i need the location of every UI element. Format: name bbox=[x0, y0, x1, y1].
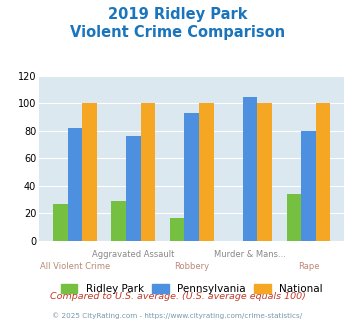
Bar bbox=[286, 194, 301, 241]
Bar bbox=[67, 128, 82, 241]
Text: All Violent Crime: All Violent Crime bbox=[40, 262, 110, 271]
Bar bbox=[82, 103, 97, 241]
Legend: Ridley Park, Pennsylvania, National: Ridley Park, Pennsylvania, National bbox=[56, 280, 327, 298]
Text: Compared to U.S. average. (U.S. average equals 100): Compared to U.S. average. (U.S. average … bbox=[50, 292, 305, 301]
Bar bbox=[199, 103, 214, 241]
Bar bbox=[184, 113, 199, 241]
Bar bbox=[170, 217, 184, 241]
Text: Rape: Rape bbox=[298, 262, 319, 271]
Text: 2019 Ridley Park
Violent Crime Comparison: 2019 Ridley Park Violent Crime Compariso… bbox=[70, 7, 285, 40]
Text: Robbery: Robbery bbox=[174, 262, 209, 271]
Bar bbox=[126, 136, 141, 241]
Bar bbox=[141, 103, 155, 241]
Bar bbox=[316, 103, 331, 241]
Bar bbox=[111, 201, 126, 241]
Bar bbox=[301, 131, 316, 241]
Text: © 2025 CityRating.com - https://www.cityrating.com/crime-statistics/: © 2025 CityRating.com - https://www.city… bbox=[53, 312, 302, 318]
Text: Aggravated Assault: Aggravated Assault bbox=[92, 250, 174, 259]
Bar bbox=[243, 96, 257, 241]
Text: Murder & Mans...: Murder & Mans... bbox=[214, 250, 286, 259]
Bar bbox=[53, 204, 67, 241]
Bar bbox=[257, 103, 272, 241]
